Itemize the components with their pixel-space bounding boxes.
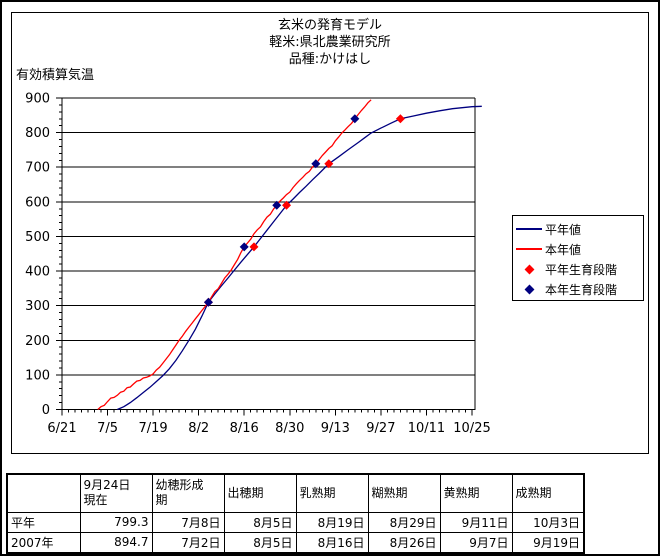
y-tick-label: 600	[25, 195, 50, 210]
table-cell: 8月19日	[295, 511, 369, 533]
marker-diamond-this-year-stages	[272, 200, 282, 210]
table-header-cell: 幼穂形成 期	[151, 473, 225, 513]
table-cell: 8月29日	[367, 511, 441, 533]
diamond-swatch-icon	[524, 284, 534, 294]
marker-diamond-normal-year-stages	[395, 114, 405, 124]
y-tick-label: 800	[25, 126, 50, 141]
legend-label: 平年生育段階	[545, 262, 618, 277]
marker-diamond-normal-year-stages	[324, 159, 334, 169]
y-tick-label: 900	[25, 92, 50, 107]
x-tick-label: 8/2	[188, 421, 209, 436]
marker-diamond-this-year-stages	[350, 114, 360, 124]
x-tick-label: 9/13	[321, 421, 350, 436]
chart-title-line-1: 玄米の発育モデル	[277, 18, 382, 33]
table-row-label: 平年	[6, 511, 81, 533]
legend-label: 平年値	[545, 222, 582, 237]
y-axis-title: 有効積算気温	[16, 68, 95, 83]
stage-table: 9月24日 現在 幼穂形成 期 出穂期 乳熟期 糊熟期 黄熟期 成熟期 平年 7…	[6, 473, 585, 554]
marker-diamond-this-year-stages	[239, 242, 249, 252]
table-cell: 8月5日	[223, 511, 297, 533]
table-cell: 8月16日	[295, 531, 369, 553]
table-row-label: 2007年	[6, 531, 81, 553]
x-tick-label: 7/5	[97, 421, 118, 436]
table-cell: 8月5日	[223, 531, 297, 553]
legend-swatch-area	[513, 248, 545, 250]
series-this-year-line	[97, 99, 372, 410]
legend-swatch-area	[513, 284, 545, 294]
legend-label: 本年値	[545, 242, 582, 257]
marker-diamond-normal-year-stages	[249, 242, 259, 252]
x-tick-label: 8/30	[275, 421, 304, 436]
y-tick-label: 100	[25, 368, 50, 383]
x-tick-label: 9/27	[366, 421, 395, 436]
chart-plot: 0 100 200 300 400 500 600 700 800 900 6/21 7/5 7/19 8…	[25, 92, 491, 437]
marker-diamond-normal-year-stages	[282, 200, 292, 210]
series-normal-year-line	[117, 105, 482, 411]
table-row: 平年 799.3 7月8日 8月5日 8月19日 8月29日 9月11日 10月…	[6, 511, 585, 533]
table-cell: 10月3日	[511, 511, 585, 533]
table-cell: 9月11日	[439, 511, 513, 533]
legend-swatch-area	[513, 228, 545, 230]
y-tick-label: 400	[25, 265, 50, 280]
y-tick-label: 500	[25, 230, 50, 245]
marker-diamond-this-year-stages	[203, 297, 213, 307]
y-tick-label: 700	[25, 161, 50, 176]
table-header-cell: 糊熟期	[367, 473, 441, 513]
table-header-cell: 乳熟期	[295, 473, 369, 513]
table-cell: 894.7	[79, 531, 153, 553]
table-cell: 799.3	[79, 511, 153, 533]
table-cell: 9月19日	[511, 531, 585, 553]
x-tick-label: 6/21	[47, 421, 76, 436]
y-tick-label: 300	[25, 299, 50, 314]
line-swatch-icon	[516, 248, 542, 250]
marker-diamond-this-year-stages	[311, 159, 321, 169]
table-header-cell: 成熟期	[511, 473, 585, 513]
x-tick-label: 10/25	[453, 421, 490, 436]
table-header-cell: 黄熟期	[439, 473, 513, 513]
diamond-swatch-icon	[524, 264, 534, 274]
table-header-cell	[6, 473, 81, 513]
legend-item-this-year-line: 本年値	[513, 239, 643, 259]
legend-item-normal-year-stages: 平年生育段階	[513, 259, 643, 279]
chart-title-line-3: 品種:かけはし	[288, 52, 372, 67]
table-header-cell: 出穂期	[223, 473, 297, 513]
table-cell: 9月7日	[439, 531, 513, 553]
table-header-cell: 9月24日 現在	[79, 473, 153, 513]
table-cell: 7月2日	[151, 531, 225, 553]
line-swatch-icon	[516, 228, 542, 230]
y-tick-label: 200	[25, 334, 50, 349]
legend-swatch-area	[513, 264, 545, 274]
chart-title-block: 玄米の発育モデル 軽米:県北農業研究所 品種:かけはし	[11, 17, 649, 68]
x-tick-label: 8/16	[230, 421, 259, 436]
table-row: 2007年 894.7 7月2日 8月5日 8月16日 8月26日 9月7日 9…	[6, 531, 585, 553]
y-tick-label: 0	[42, 403, 50, 418]
table-cell: 8月26日	[367, 531, 441, 553]
legend-item-this-year-stages: 本年生育段階	[513, 279, 643, 299]
table-header-row: 9月24日 現在 幼穂形成 期 出穂期 乳熟期 糊熟期 黄熟期 成熟期	[6, 473, 585, 513]
chart-title-line-2: 軽米:県北農業研究所	[269, 35, 391, 50]
x-tick-label: 10/11	[408, 421, 445, 436]
chart-legend: 平年値 本年値 平年生育段階 本年生育段階	[512, 215, 644, 301]
x-tick-label: 7/19	[139, 421, 168, 436]
legend-item-normal-year-line: 平年値	[513, 219, 643, 239]
legend-label: 本年生育段階	[545, 282, 618, 297]
table-cell: 7月8日	[151, 511, 225, 533]
